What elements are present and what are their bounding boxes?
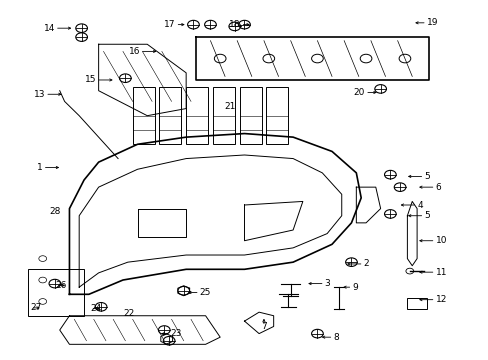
Bar [407,298,426,309]
Text: 8: 8 [333,333,339,342]
Bar [212,87,234,144]
Text: 22: 22 [123,310,134,319]
Text: 23: 23 [170,329,182,338]
Text: 11: 11 [435,268,446,277]
Text: 17: 17 [163,20,175,29]
Text: 2: 2 [363,260,368,269]
Bar [186,87,207,144]
Text: 14: 14 [43,24,55,33]
Text: 20: 20 [353,88,365,97]
Text: 5: 5 [424,172,429,181]
Text: 26: 26 [56,281,67,290]
Text: 4: 4 [416,201,422,210]
Text: 5: 5 [424,211,429,220]
Text: 1: 1 [37,163,42,172]
Text: 24: 24 [90,304,102,313]
Text: 10: 10 [435,236,446,245]
Bar [28,269,84,316]
Text: 25: 25 [200,288,211,297]
Bar [266,87,287,144]
Text: 6: 6 [435,183,441,192]
Bar [132,87,154,144]
Text: 19: 19 [426,18,437,27]
Text: 7: 7 [261,322,266,331]
Bar [159,87,181,144]
Text: 15: 15 [84,76,96,85]
Text: 16: 16 [128,47,140,56]
Bar [239,87,261,144]
Text: 28: 28 [49,207,61,216]
Text: 3: 3 [324,279,330,288]
Text: 21: 21 [224,102,235,111]
Text: 13: 13 [34,90,45,99]
Text: 27: 27 [30,303,42,312]
Text: 18: 18 [229,20,240,29]
Text: 12: 12 [435,295,446,304]
Text: 9: 9 [352,283,357,292]
